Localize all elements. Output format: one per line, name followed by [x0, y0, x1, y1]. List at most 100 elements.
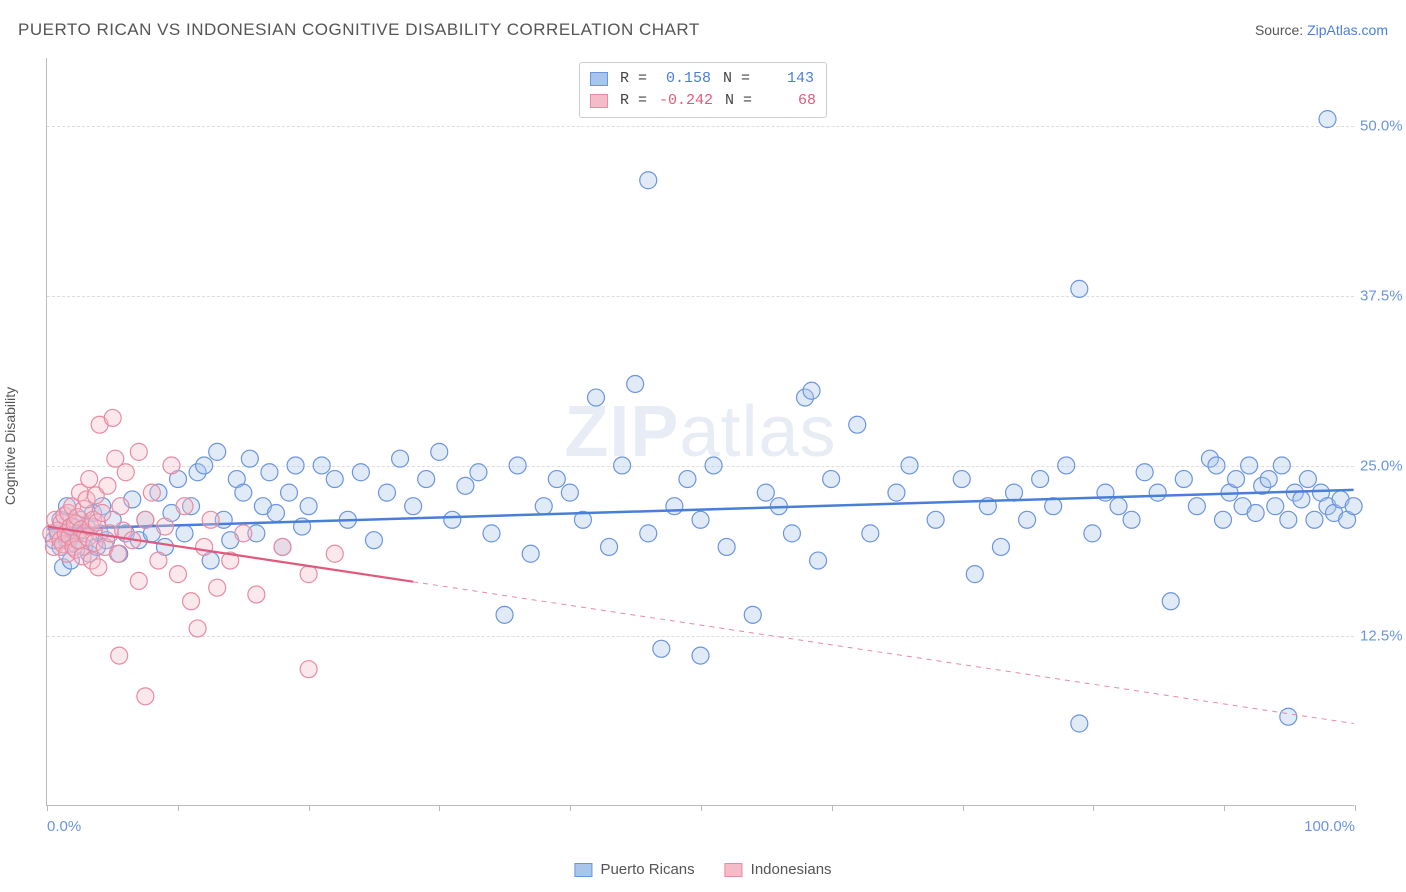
data-point	[1006, 484, 1023, 501]
data-point	[1228, 471, 1245, 488]
data-point	[666, 498, 683, 515]
data-point	[823, 471, 840, 488]
data-point	[509, 457, 526, 474]
data-point	[849, 416, 866, 433]
data-point	[1149, 484, 1166, 501]
plot-area: ZIPatlas 12.5%25.0%37.5%50.0%0.0%100.0%	[46, 58, 1354, 806]
chart-title: PUERTO RICAN VS INDONESIAN COGNITIVE DIS…	[18, 20, 700, 40]
data-point	[1110, 498, 1127, 515]
data-point	[1306, 511, 1323, 528]
data-point	[274, 538, 291, 555]
scatter-svg	[47, 58, 1354, 805]
x-tick-label: 100.0%	[1304, 818, 1355, 835]
data-point	[137, 688, 154, 705]
source-link[interactable]: ZipAtlas.com	[1307, 22, 1388, 38]
data-point	[94, 505, 111, 522]
data-point	[112, 498, 129, 515]
data-point	[744, 606, 761, 623]
data-point	[287, 457, 304, 474]
data-point	[692, 511, 709, 528]
data-point	[352, 464, 369, 481]
data-point	[261, 464, 278, 481]
data-point	[431, 443, 448, 460]
data-point	[209, 579, 226, 596]
data-point	[810, 552, 827, 569]
data-point	[170, 566, 187, 583]
data-point	[1175, 471, 1192, 488]
data-point	[653, 640, 670, 657]
data-point	[888, 484, 905, 501]
data-point	[601, 538, 618, 555]
data-point	[1136, 464, 1153, 481]
data-point	[196, 457, 213, 474]
data-point	[81, 471, 98, 488]
data-point	[137, 511, 154, 528]
data-point	[418, 471, 435, 488]
data-point	[640, 172, 657, 189]
data-point	[130, 443, 147, 460]
data-point	[783, 525, 800, 542]
data-point	[444, 511, 461, 528]
data-point	[143, 484, 160, 501]
legend-swatch	[590, 72, 608, 86]
data-point	[1084, 525, 1101, 542]
legend-item: Indonesians	[725, 861, 832, 878]
data-point	[1247, 505, 1264, 522]
data-point	[1260, 471, 1277, 488]
legend-label: Indonesians	[751, 861, 832, 878]
data-point	[901, 457, 918, 474]
x-tick	[439, 805, 440, 811]
data-point	[757, 484, 774, 501]
legend-swatch	[590, 94, 608, 108]
x-tick-label: 0.0%	[47, 818, 81, 835]
data-point	[1241, 457, 1258, 474]
bottom-legend: Puerto RicansIndonesians	[574, 861, 831, 878]
data-point	[267, 505, 284, 522]
x-tick	[1355, 805, 1356, 811]
data-point	[1058, 457, 1075, 474]
data-point	[705, 457, 722, 474]
data-point	[241, 450, 258, 467]
data-point	[1123, 511, 1140, 528]
legend-swatch	[574, 863, 592, 877]
data-point	[196, 538, 213, 555]
data-point	[1032, 471, 1049, 488]
data-point	[156, 518, 173, 535]
x-tick	[1093, 805, 1094, 811]
data-point	[1299, 471, 1316, 488]
y-tick-label: 25.0%	[1354, 458, 1404, 475]
data-point	[1019, 511, 1036, 528]
x-tick	[178, 805, 179, 811]
data-point	[496, 606, 513, 623]
data-point	[535, 498, 552, 515]
data-point	[235, 525, 252, 542]
data-point	[1267, 498, 1284, 515]
title-bar: PUERTO RICAN VS INDONESIAN COGNITIVE DIS…	[18, 20, 1388, 40]
y-tick-label: 50.0%	[1354, 118, 1404, 135]
y-tick-label: 37.5%	[1354, 288, 1404, 305]
data-point	[1208, 457, 1225, 474]
data-point	[1293, 491, 1310, 508]
trend-line-extrapolated	[413, 582, 1354, 724]
data-point	[1215, 511, 1232, 528]
stat-n-label: N =	[723, 68, 750, 90]
data-point	[117, 464, 134, 481]
y-tick-label: 12.5%	[1354, 628, 1404, 645]
data-point	[548, 471, 565, 488]
data-point	[1280, 511, 1297, 528]
data-point	[90, 559, 107, 576]
data-point	[379, 484, 396, 501]
data-point	[111, 647, 128, 664]
data-point	[927, 511, 944, 528]
data-point	[209, 443, 226, 460]
x-tick	[47, 805, 48, 811]
x-tick	[570, 805, 571, 811]
data-point	[483, 525, 500, 542]
data-point	[992, 538, 1009, 555]
x-tick	[963, 805, 964, 811]
stat-r-value: -0.242	[659, 90, 713, 112]
data-point	[953, 471, 970, 488]
legend-swatch	[725, 863, 743, 877]
data-point	[130, 572, 147, 589]
source-label: Source:	[1255, 22, 1303, 38]
